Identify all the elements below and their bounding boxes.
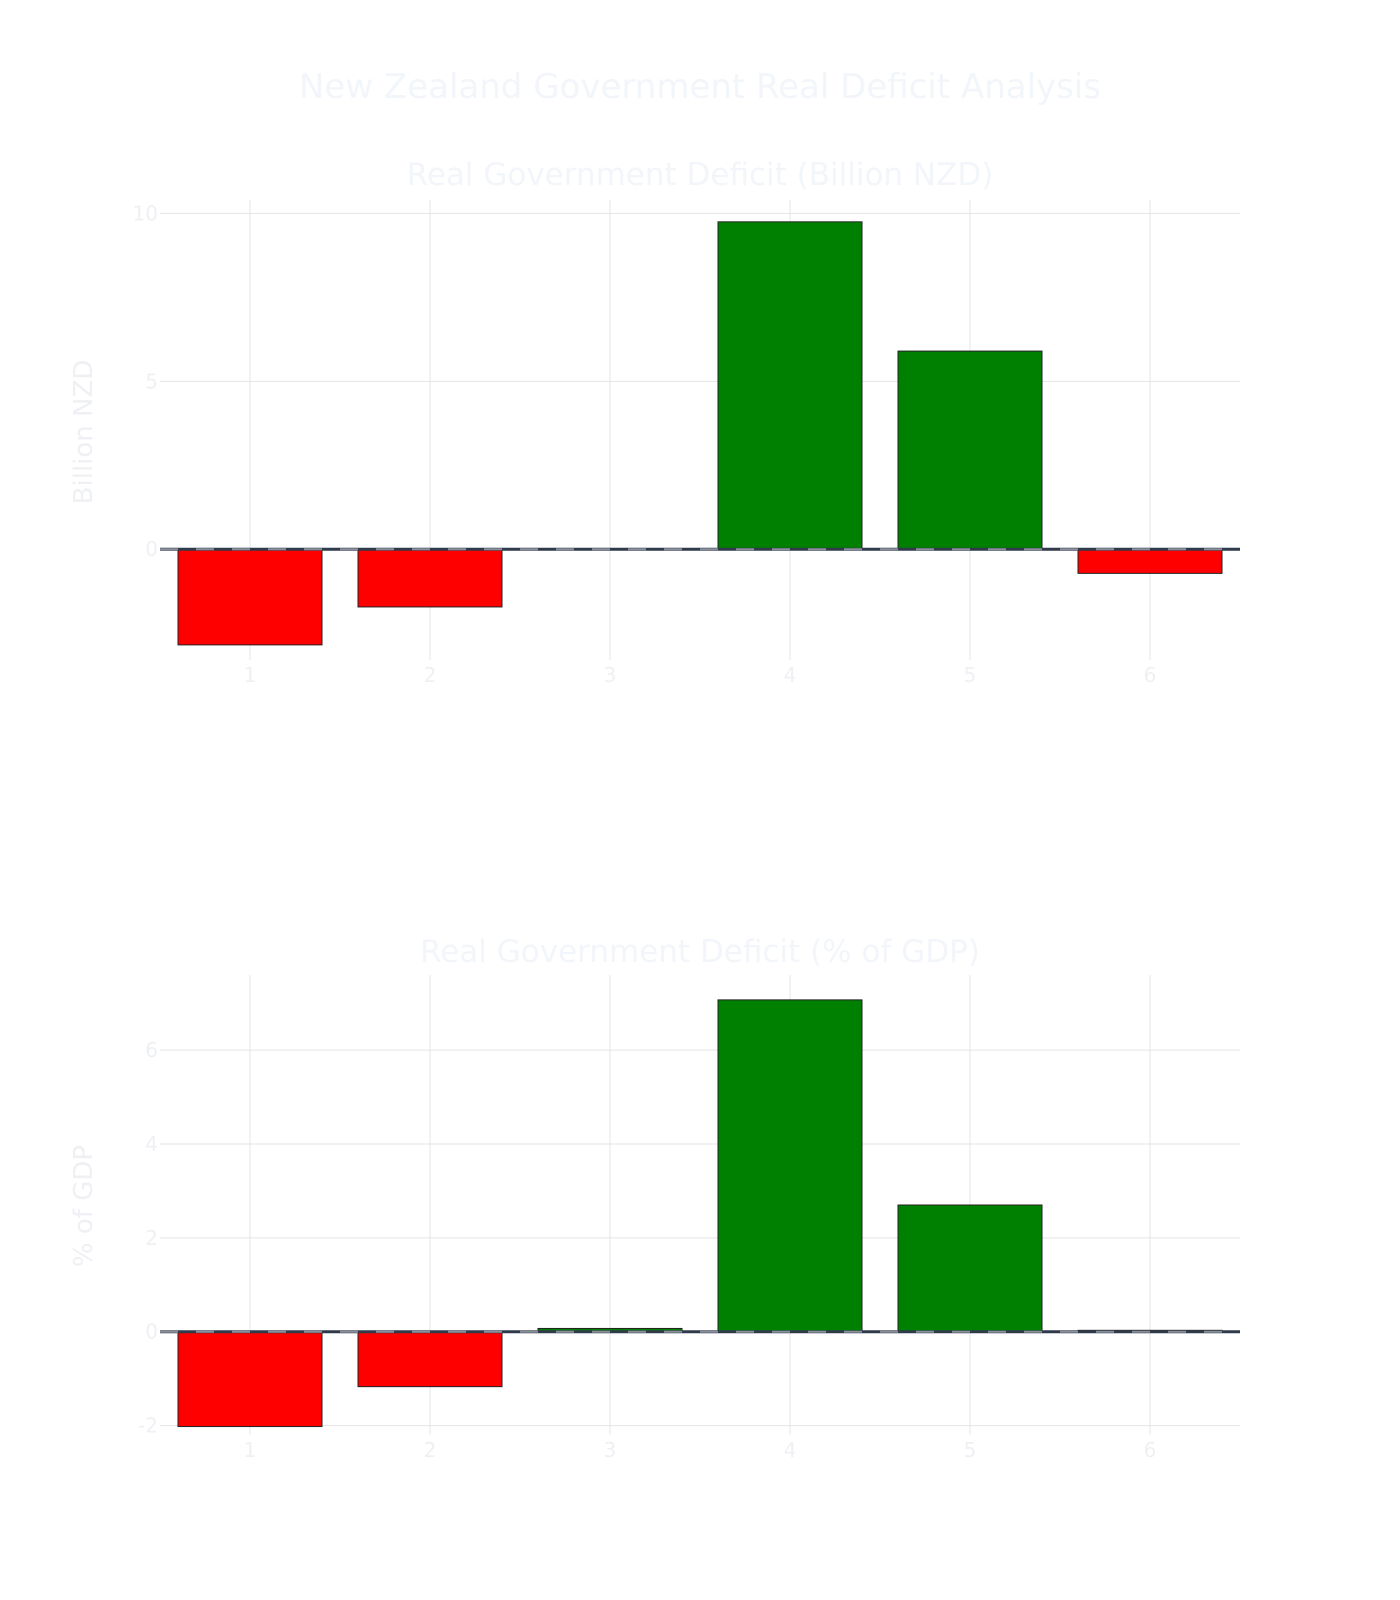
bar-percent-gdp-1	[177, 1331, 323, 1428]
y-axis-title-billion-nzd: Billion NZD	[69, 360, 99, 505]
y-tick-label-percent-gdp: 2	[145, 1226, 158, 1250]
x-tick-label-billion-nzd-3: 3	[604, 663, 617, 687]
bar-billion-nzd-2	[357, 548, 503, 608]
bar-billion-nzd-4	[717, 221, 863, 550]
panel-percent-gdp: Real Government Deficit (% of GDP) % of …	[69, 934, 1240, 1462]
y-tick-label-percent-gdp: 4	[145, 1132, 158, 1156]
x-tick-label-percent-gdp-2: 2	[424, 1438, 437, 1462]
y-tick-label-billion-nzd: 10	[133, 201, 158, 225]
panel-title-percent-gdp: Real Government Deficit (% of GDP)	[420, 934, 980, 970]
bar-percent-gdp-5	[897, 1204, 1043, 1333]
bar-percent-gdp-4	[717, 999, 863, 1333]
panel-title-billion-nzd: Real Government Deficit (Billion NZD)	[407, 157, 994, 193]
x-tick-label-percent-gdp-5: 5	[964, 1438, 977, 1462]
panel-billion-nzd: Real Government Deficit (Billion NZD) Bi…	[69, 157, 1240, 687]
x-tick-label-billion-nzd-2: 2	[424, 663, 437, 687]
bar-billion-nzd-6	[1077, 548, 1223, 574]
bar-percent-gdp-2	[357, 1331, 503, 1388]
y-tick-label-billion-nzd: 0	[145, 537, 158, 561]
x-tick-label-billion-nzd-6: 6	[1144, 663, 1157, 687]
x-tick-label-percent-gdp-1: 1	[244, 1438, 257, 1462]
bar-billion-nzd-5	[897, 350, 1043, 550]
x-tick-label-percent-gdp-6: 6	[1144, 1438, 1157, 1462]
plot-area-billion-nzd: 0 5 10 1 2 3 4 5 6	[133, 200, 1240, 687]
y-tick-label-percent-gdp: 6	[145, 1038, 158, 1062]
y-tick-label-percent-gdp: -2	[138, 1414, 158, 1438]
y-tick-label-percent-gdp: 0	[145, 1320, 158, 1344]
x-tick-label-percent-gdp-3: 3	[604, 1438, 617, 1462]
y-tick-label-billion-nzd: 5	[145, 369, 158, 393]
x-tick-label-billion-nzd-1: 1	[244, 663, 257, 687]
x-tick-label-billion-nzd-4: 4	[784, 663, 797, 687]
plot-area-percent-gdp: -2 0 2 4 6 1 2 3 4 5 6	[138, 975, 1240, 1462]
x-tick-label-percent-gdp-4: 4	[784, 1438, 797, 1462]
y-axis-title-percent-gdp: % of GDP	[69, 1145, 99, 1267]
x-tick-label-billion-nzd-5: 5	[964, 663, 977, 687]
bar-billion-nzd-1	[177, 548, 323, 646]
figure-title: New Zealand Government Real Deficit Anal…	[299, 67, 1101, 107]
